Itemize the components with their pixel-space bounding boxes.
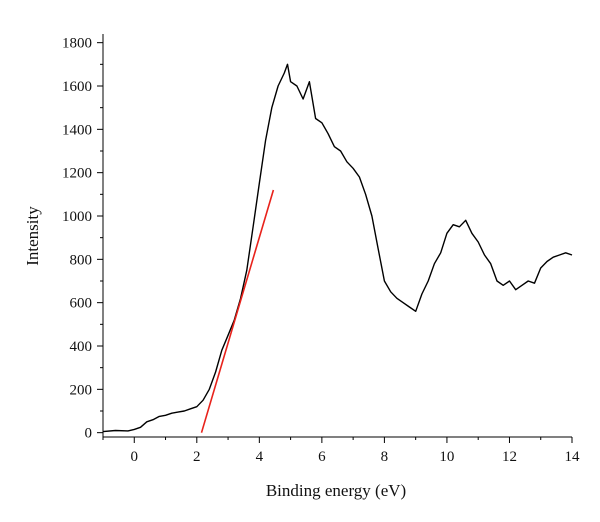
y-tick-label: 600 xyxy=(70,296,93,312)
x-tick-label: 0 xyxy=(131,449,139,465)
x-tick-label: 14 xyxy=(565,449,581,465)
x-tick-label: 2 xyxy=(193,449,201,465)
y-tick-label: 800 xyxy=(70,252,93,268)
x-tick-label: 6 xyxy=(318,449,326,465)
x-tick-label: 4 xyxy=(256,449,264,465)
y-tick-label: 400 xyxy=(70,339,93,355)
plot-lines xyxy=(102,63,573,433)
y-tick-label: 1000 xyxy=(62,209,92,225)
x-tick-label: 12 xyxy=(502,449,517,465)
tangent-fit-line xyxy=(200,189,275,433)
y-tick-label: 1200 xyxy=(62,166,92,182)
x-tick-label: 8 xyxy=(381,449,389,465)
x-axis-label: Binding energy (eV) xyxy=(266,481,406,500)
y-tick-label: 200 xyxy=(70,382,93,398)
axes: 0 2 4 6 8 10 12 14 0 200 400 600 800 1000 1200 1400 1600… xyxy=(62,34,580,465)
y-tick-label: 0 xyxy=(85,426,93,442)
y-tick-label: 1800 xyxy=(62,36,92,52)
x-tick-label: 10 xyxy=(439,449,454,465)
spectrum-line xyxy=(102,63,573,433)
y-tick-label: 1400 xyxy=(62,122,92,138)
y-axis-label: Intensity xyxy=(23,206,42,266)
y-tick-label: 1600 xyxy=(62,79,92,95)
